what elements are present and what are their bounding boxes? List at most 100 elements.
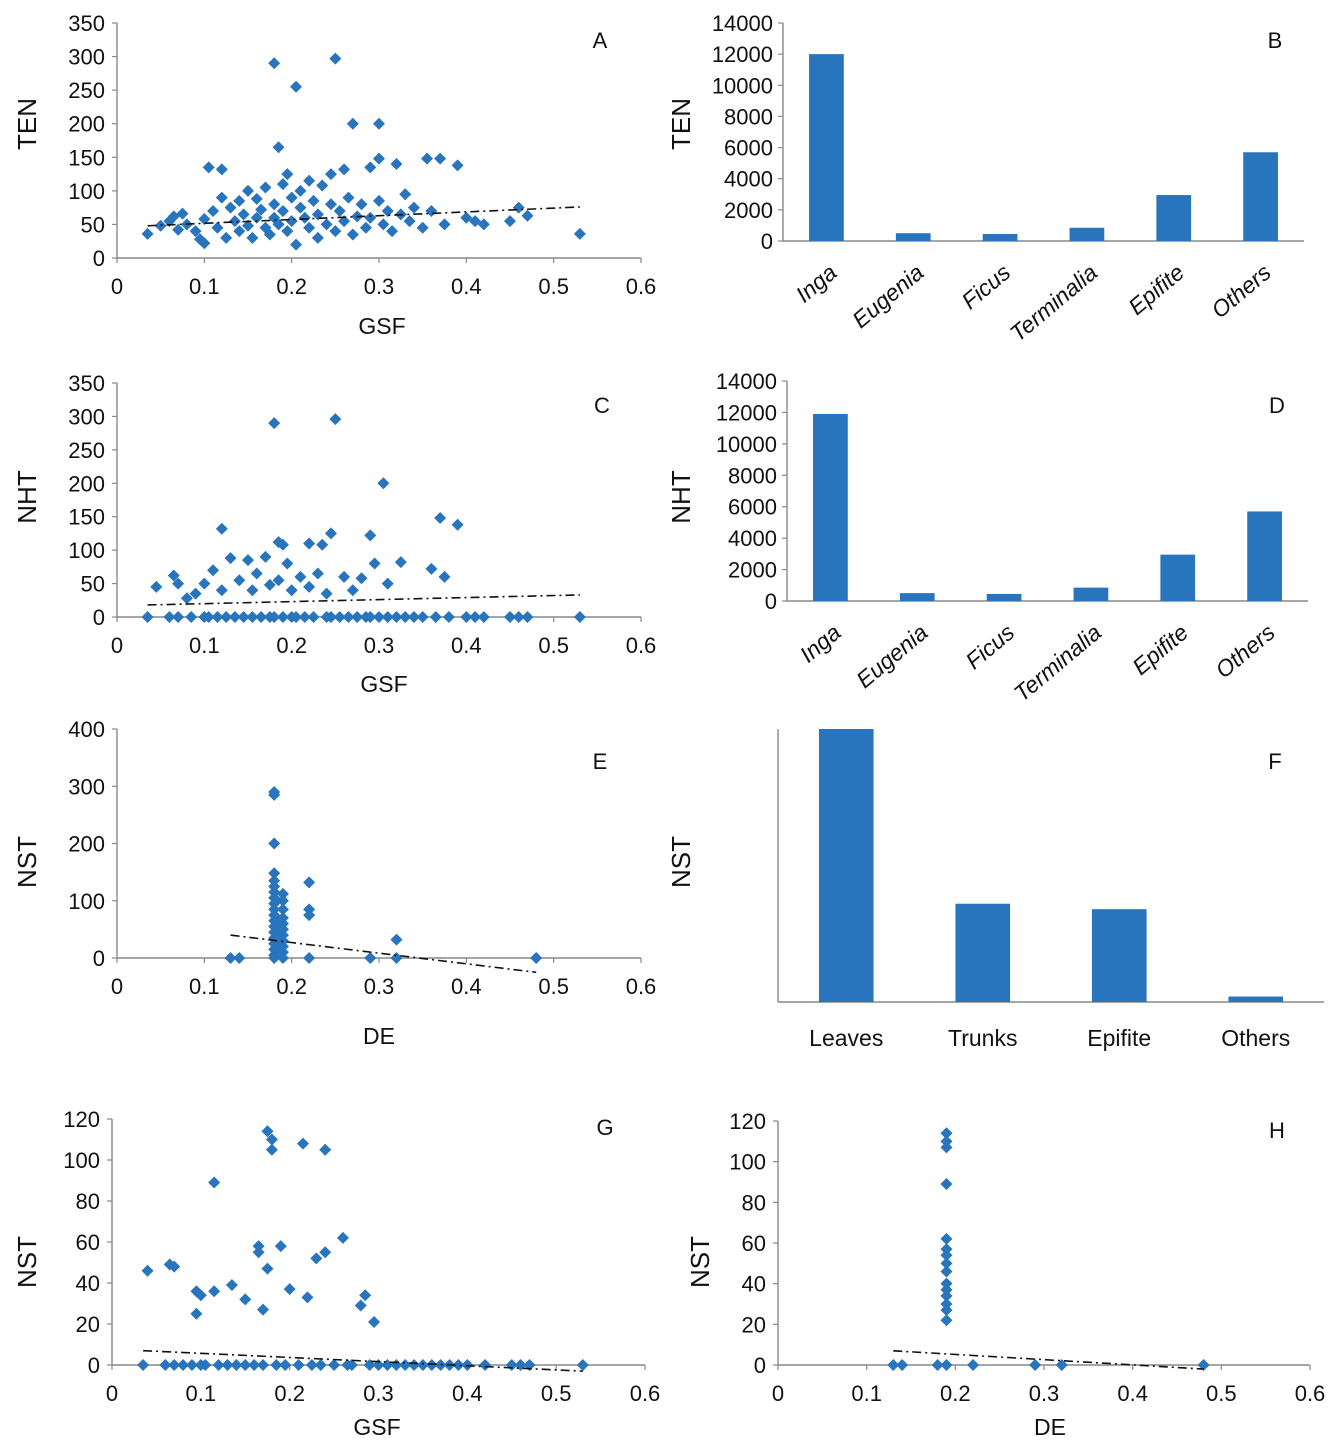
data-point (272, 574, 285, 587)
bar-others (1247, 511, 1282, 601)
y-axis-label: TEN (666, 98, 696, 150)
data-point (163, 611, 176, 623)
data-point (268, 198, 281, 211)
data-point (212, 1359, 225, 1371)
data-point (246, 231, 259, 244)
data-point (259, 550, 272, 563)
y-tick-label: 200 (68, 832, 105, 857)
x-tick-label: 0.6 (626, 974, 657, 999)
data-point (202, 611, 215, 623)
category-label: Others (1210, 619, 1280, 684)
data-point (246, 584, 259, 597)
data-point (276, 903, 289, 916)
data-point (250, 567, 263, 580)
y-tick-label: 2000 (724, 198, 773, 223)
category-label: Inga (795, 619, 846, 668)
data-point (272, 218, 285, 231)
y-tick-label: 12000 (716, 400, 777, 425)
data-point (168, 1260, 181, 1273)
data-point (354, 1299, 367, 1312)
y-tick-label: 20 (742, 1312, 766, 1337)
data-point (329, 225, 342, 238)
data-point (333, 205, 346, 217)
data-point (198, 213, 211, 226)
bar-ficus (982, 233, 1018, 241)
y-tick-label: 40 (742, 1272, 766, 1297)
bar-ficus (986, 593, 1022, 601)
data-point (276, 178, 289, 191)
data-point (263, 228, 276, 241)
data-point (281, 225, 294, 238)
data-point (359, 1289, 372, 1302)
data-point (303, 537, 316, 550)
data-point (211, 611, 224, 623)
category-label: Others (1206, 259, 1276, 324)
data-point (940, 1127, 953, 1140)
data-point (311, 208, 324, 221)
data-point (268, 417, 281, 430)
data-point (168, 1359, 181, 1371)
x-tick-label: 0.1 (186, 1381, 217, 1406)
data-point (1197, 1359, 1210, 1371)
data-point (512, 611, 525, 623)
x-tick-label: 0 (111, 274, 123, 299)
panel-label: H (1269, 1118, 1285, 1143)
y-tick-label: 250 (68, 438, 105, 463)
data-point (504, 611, 516, 623)
category-label: Terminalia (1005, 259, 1102, 347)
data-point (324, 168, 337, 181)
panel-h: 0 20 40 60 80 100 120 0 0.1 0.2 0.3 0.4 0.5 0.6 NST DE H (685, 1109, 1325, 1440)
y-tick-label: 0 (765, 589, 777, 614)
data-point (220, 231, 233, 244)
data-point (425, 205, 438, 217)
data-point (242, 554, 254, 567)
data-point (940, 1289, 953, 1302)
data-point (172, 577, 185, 590)
x-axis-label: GSF (358, 313, 405, 339)
panel-label: F (1268, 749, 1281, 774)
y-tick-label: 100 (68, 179, 105, 204)
panel-d: 0 2000 4000 6000 8000 10000 12000 14000 Inga Euge… (666, 369, 1308, 706)
data-point (416, 221, 429, 234)
data-point (477, 218, 490, 231)
data-point (355, 572, 368, 585)
data-point (576, 1359, 589, 1371)
data-point (573, 611, 586, 623)
data-point (324, 198, 337, 211)
data-point (285, 191, 298, 204)
data-point (324, 527, 337, 540)
data-point (285, 215, 298, 228)
data-point (199, 1359, 212, 1371)
data-point (208, 1176, 221, 1189)
data-point (381, 205, 394, 217)
data-point (940, 1265, 953, 1278)
data-point (301, 1291, 314, 1304)
data-point (298, 611, 311, 623)
y-tick-label: 300 (68, 45, 105, 70)
y-tick-label: 10000 (716, 432, 777, 457)
y-tick-label: 0 (93, 605, 105, 630)
data-point (208, 1285, 221, 1298)
data-point (290, 611, 303, 623)
data-point (429, 611, 442, 623)
data-point (141, 1264, 154, 1277)
data-point (221, 1359, 234, 1371)
data-point (237, 611, 250, 623)
x-tick-label: 0.5 (538, 274, 569, 299)
category-label: Inga (791, 259, 842, 308)
y-tick-label: 8000 (724, 104, 773, 129)
data-point (307, 611, 320, 623)
data-point (342, 191, 355, 204)
trend-line (893, 1349, 1204, 1370)
data-point (460, 211, 473, 224)
data-point (202, 161, 215, 174)
data-point (940, 1135, 953, 1148)
data-point (225, 1279, 238, 1292)
y-tick-label: 8000 (728, 463, 777, 488)
data-point (255, 203, 268, 216)
x-tick-label: 0.2 (276, 274, 307, 299)
data-point (290, 80, 303, 93)
bar-terminalia (1073, 587, 1109, 601)
data-point (399, 1359, 412, 1371)
y-tick-label: 150 (68, 145, 105, 170)
